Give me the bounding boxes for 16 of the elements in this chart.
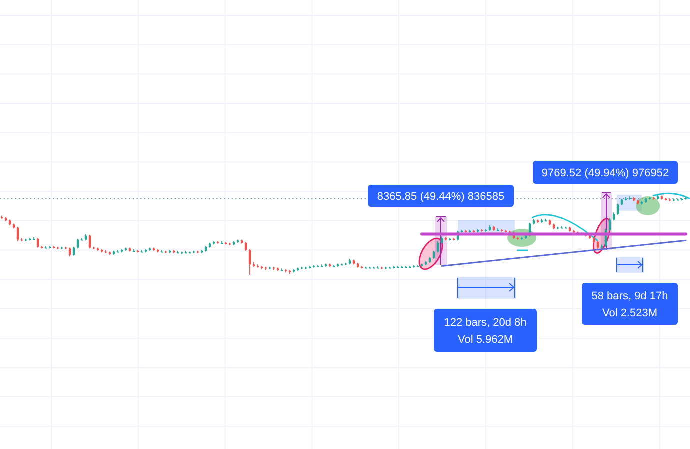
candlestick [376, 266, 380, 269]
annotation: 8365.85 (49.44%) 836585 [377, 191, 505, 203]
candlestick [260, 266, 264, 270]
candlestick [44, 246, 48, 249]
candlestick [104, 250, 108, 254]
candlestick [116, 250, 120, 253]
candlestick [628, 196, 632, 200]
candlestick [20, 238, 24, 242]
candlestick [256, 264, 260, 268]
candlestick [80, 238, 84, 241]
candlestick [140, 250, 144, 253]
candlestick [560, 226, 564, 229]
candlestick [160, 250, 164, 253]
text: 58 bars, 9d 17h Vol 2.523M [592, 290, 668, 320]
text: 9769.52 (49.94%) 976952 [542, 168, 670, 180]
text: 122 bars, 20d 8h Vol 5.962M [444, 317, 527, 346]
